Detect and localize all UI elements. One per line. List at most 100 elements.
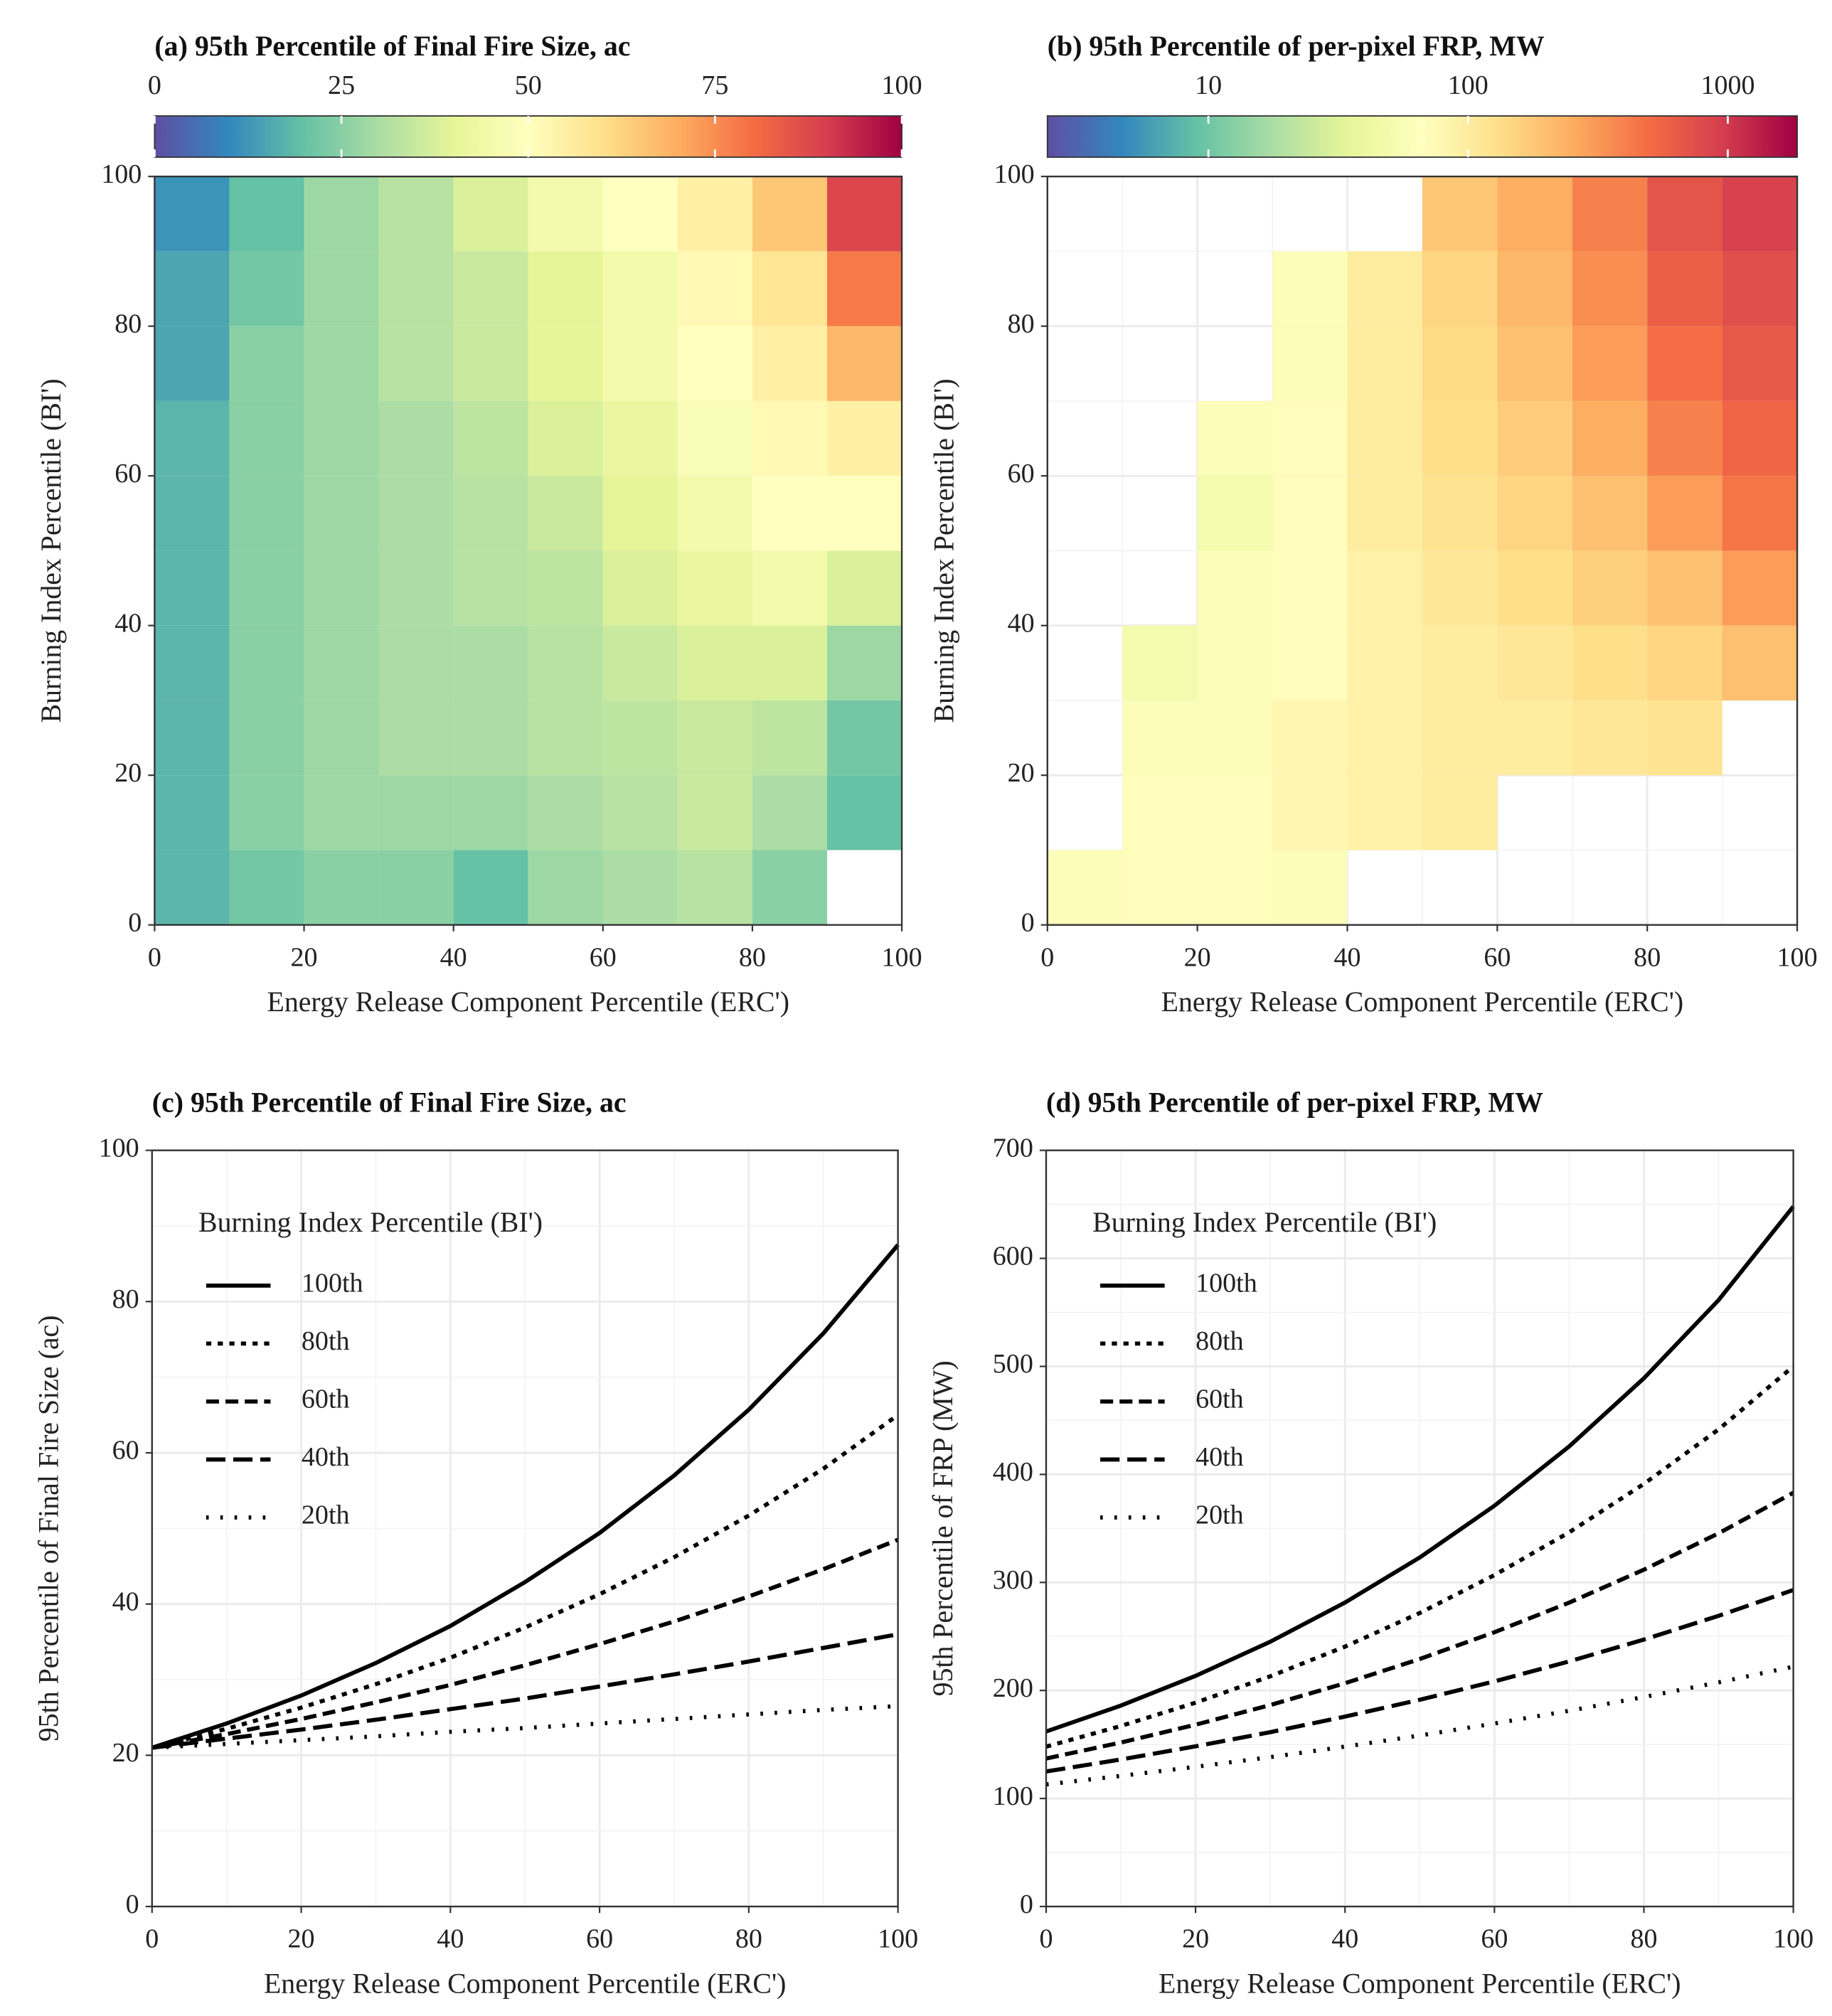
heatmap-cell: [1422, 176, 1498, 252]
x-tick-label: 60: [1481, 1924, 1508, 1954]
heatmap-cell: [378, 625, 454, 700]
heatmap-cell: [378, 476, 454, 551]
heatmap-cell: [827, 400, 902, 476]
heatmap-cell: [453, 700, 528, 776]
x-axis-label: Energy Release Component Percentile (ERC…: [267, 986, 789, 1018]
heatmap-cell: [304, 550, 379, 626]
heatmap-cell: [677, 850, 752, 925]
y-tick-label: 20: [114, 758, 142, 788]
heatmap-cell: [1497, 400, 1572, 476]
heatmap-cell: [602, 625, 678, 700]
heatmap-cell: [827, 625, 902, 700]
heatmap-cell: [1422, 326, 1498, 401]
heatmap-cell: [752, 850, 828, 925]
colorbar-tick-label: 1000: [1700, 70, 1754, 100]
heatmap-cell: [304, 176, 379, 252]
heatmap-cell: [1497, 326, 1572, 401]
heatmap-cell: [752, 700, 828, 776]
colorbar-tick-label: 50: [515, 70, 542, 100]
heatmap-cell: [602, 476, 678, 551]
heatmap-cell: [752, 625, 828, 700]
x-tick-label: 40: [1333, 942, 1360, 972]
heatmap-cell: [304, 400, 379, 476]
heatmap-cell: [1572, 176, 1648, 252]
heatmap-cell: [528, 476, 603, 551]
heatmap-cell: [1722, 550, 1798, 626]
heatmap-cell: [453, 775, 528, 850]
heatmap-cell: [453, 850, 528, 925]
heatmap-cell: [1422, 251, 1498, 326]
heatmap-cell: [1647, 326, 1722, 401]
heatmap-cell: [1722, 625, 1798, 700]
heatmap-cell: [602, 400, 678, 476]
heatmap-cell: [229, 700, 304, 776]
heatmap-cell: [1422, 400, 1498, 476]
heatmap-cell: [677, 550, 752, 626]
series-line: [1045, 1365, 1795, 1749]
heatmap-cell: [677, 625, 752, 700]
heatmap-cell: [378, 700, 454, 776]
x-tick-label: 100: [1777, 942, 1818, 972]
heatmap-cell: [304, 476, 379, 551]
heatmap-cell: [229, 400, 304, 476]
heatmap-cell: [154, 326, 230, 401]
heatmap-cell: [602, 700, 678, 776]
heatmap-cell: [827, 700, 902, 776]
x-tick-label: 20: [1184, 942, 1211, 972]
heatmap-cell: [154, 625, 230, 700]
y-tick-label: 100: [101, 159, 142, 189]
heatmap-cell: [602, 251, 678, 326]
heatmap-cell: [752, 476, 828, 551]
heatmap-cell: [1647, 700, 1722, 776]
heatmap-cell: [378, 850, 454, 925]
heatmap-cell: [1047, 850, 1123, 925]
heatmap-cell: [1422, 476, 1498, 551]
heatmap-cell: [528, 550, 603, 626]
heatmap-cell: [1647, 625, 1722, 700]
colorbar-tick-label: 25: [328, 70, 355, 100]
plot-frame: [1046, 175, 1799, 926]
heatmap-cell: [453, 251, 528, 326]
y-tick-label: 60: [114, 459, 142, 489]
heatmap-cell: [1572, 700, 1648, 776]
y-tick-label: 80: [1008, 309, 1035, 338]
heatmap-cell: [1272, 476, 1348, 551]
plot-frame: [1045, 1149, 1794, 1908]
heatmap-cell: [304, 251, 379, 326]
heatmap-cell: [1197, 775, 1273, 850]
heatmap-cell: [602, 326, 678, 401]
x-tick-label: 20: [291, 942, 318, 972]
heatmap-cell: [1197, 550, 1273, 626]
heatmap-cell: [1122, 850, 1198, 925]
y-tick-label: 20: [112, 1738, 139, 1768]
heatmap-cell: [827, 550, 902, 626]
y-axis-label: 95th Percentile of FRP (MW): [927, 1360, 959, 1696]
heatmap-cell: [677, 251, 752, 326]
heatmap-cell: [1347, 775, 1422, 850]
heatmap-cell: [229, 251, 304, 326]
heatmap-cell: [752, 251, 828, 326]
heatmap-cell: [154, 476, 230, 551]
legend-label: 40th: [302, 1442, 350, 1472]
heatmap-cell: [1272, 625, 1348, 700]
y-axis-label: 95th Percentile of Final Fire Size (ac): [33, 1316, 65, 1742]
heatmap-cell: [1272, 700, 1348, 776]
heatmap-cell: [752, 400, 828, 476]
heatmap-cell: [602, 850, 678, 925]
heatmap-cell: [1347, 476, 1422, 551]
x-tick-label: 0: [1039, 1924, 1053, 1954]
y-tick-label: 700: [993, 1133, 1033, 1163]
heatmap-cell: [1272, 550, 1348, 626]
series-line: [151, 1413, 900, 1750]
heatmap-cell: [752, 550, 828, 626]
heatmap-cell: [229, 625, 304, 700]
heatmap-cell: [1272, 251, 1348, 326]
heatmap-cell: [1572, 326, 1648, 401]
heatmap-cell: [1272, 400, 1348, 476]
y-tick-label: 0: [1021, 907, 1035, 937]
heatmap-cell: [1122, 625, 1198, 700]
legend-label: 20th: [1195, 1500, 1244, 1530]
y-tick-label: 60: [112, 1436, 139, 1466]
heatmap-cell: [304, 775, 379, 850]
heatmap-cell: [1497, 476, 1572, 551]
